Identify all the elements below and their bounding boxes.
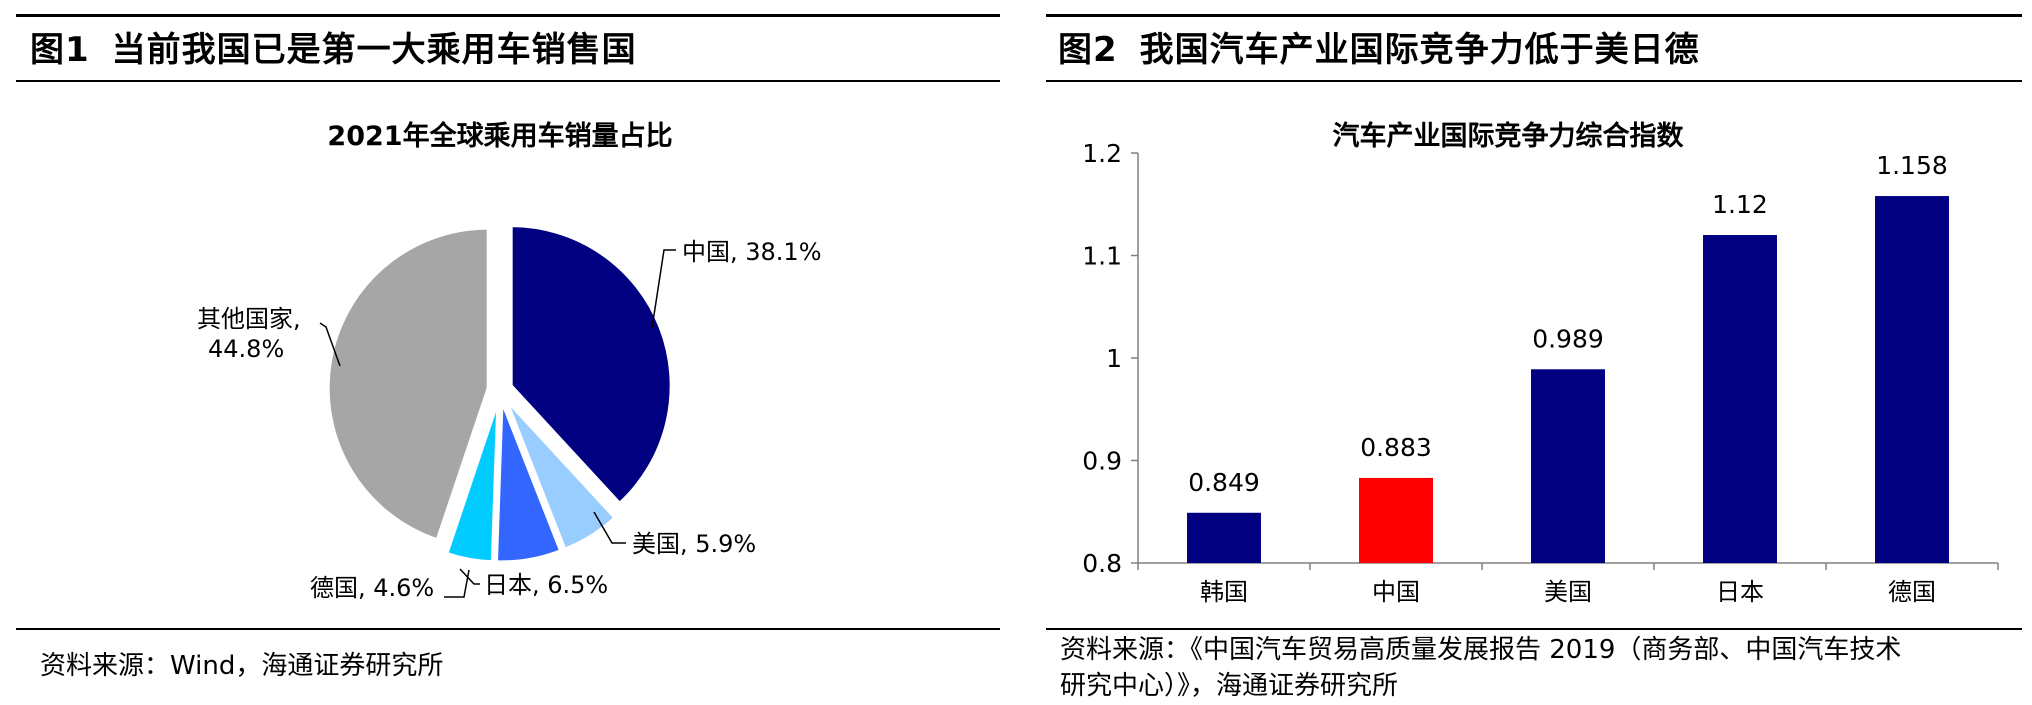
bar-value-label: 1.12 <box>1712 190 1768 219</box>
pie-slice-china <box>509 224 673 506</box>
pie-slice-japan <box>494 401 563 564</box>
bar <box>1703 235 1777 563</box>
leader-usa <box>593 511 626 544</box>
header-rule-top <box>1046 14 2022 17</box>
source-line-2: 研究中心）》，海通证券研究所 <box>1060 671 1399 701</box>
y-tick-label: 1.1 <box>1082 242 1122 271</box>
bar-value-label: 0.989 <box>1532 324 1604 353</box>
source-line-1: 资料来源：《中国汽车贸易高质量发展报告 2019（商务部、中国汽车技术 <box>1060 635 1902 665</box>
pie-label-others-name: 其他国家, <box>197 305 301 333</box>
pie-label-others-value: 44.8% <box>208 335 284 363</box>
bar-value-label: 0.883 <box>1360 433 1432 462</box>
x-category-label: 中国 <box>1372 578 1420 606</box>
y-tick-label: 0.9 <box>1082 447 1122 476</box>
bar-value-label: 0.849 <box>1188 468 1260 497</box>
leader-japan <box>459 568 480 585</box>
leader-others <box>319 322 341 367</box>
pie-slice-usa <box>504 399 618 552</box>
pie-label-usa: 美国, 5.9% <box>632 530 756 558</box>
source-note: 资料来源：Wind，海通证券研究所 <box>40 651 444 681</box>
header-rule-top <box>16 14 1000 17</box>
pie-title: 2021年全球乘用车销量占比 <box>327 120 672 152</box>
pie-slice-germany <box>445 401 500 564</box>
bar-title: 汽车产业国际竞争力综合指数 <box>1333 120 1685 152</box>
y-tick-label: 1.2 <box>1082 139 1122 168</box>
leader-china <box>651 249 676 329</box>
pie-label-germany: 德国, 4.6% <box>310 574 434 602</box>
pie-label-japan: 日本, 6.5% <box>484 571 608 599</box>
bar-chart: 汽车产业国际竞争力综合指数 0.8 0.9 1 1.1 1.2 0.849 韩国 0.883… <box>1082 120 1999 606</box>
pie-label-china: 中国, 38.1% <box>682 238 822 266</box>
header-rule-bottom <box>1046 80 2022 82</box>
figure-title: 当前我国已是第一大乘用车销售国 <box>111 30 637 70</box>
x-category-label: 美国 <box>1544 578 1592 606</box>
figure-title: 我国汽车产业国际竞争力低于美日德 <box>1139 30 1700 70</box>
panel-right: 图2 我国汽车产业国际竞争力低于美日德 汽车产业国际竞争力综合指数 0.8 0.9 1… <box>1030 0 2032 705</box>
bar-value-label: 1.158 <box>1876 151 1948 180</box>
figure-heading: 图2 我国汽车产业国际竞争力低于美日德 <box>1058 22 1700 71</box>
leader-germany <box>444 569 470 598</box>
x-category-label: 韩国 <box>1200 578 1248 606</box>
x-category-label: 德国 <box>1888 578 1936 606</box>
pie-chart: 2021年全球乘用车销量占比 中国, 38.1% 美国, 5.9% 日本, 6.… <box>197 120 822 602</box>
bar <box>1875 196 1949 564</box>
bar <box>1531 369 1605 563</box>
y-tick-label: 1 <box>1106 344 1122 373</box>
bar <box>1187 512 1261 563</box>
pie-slice-others <box>326 226 490 542</box>
figure-number: 图2 <box>1058 30 1118 70</box>
source-rule <box>1046 628 2022 630</box>
y-tick-label: 0.8 <box>1082 549 1122 578</box>
figure-heading: 图1 当前我国已是第一大乘用车销售国 <box>30 22 637 71</box>
header-rule-bottom <box>16 80 1000 82</box>
bar <box>1359 477 1433 563</box>
panel-left: 图1 当前我国已是第一大乘用车销售国 2021年全球乘用车销量占比 中国, 38.… <box>0 0 1010 705</box>
x-category-label: 日本 <box>1716 578 1764 606</box>
source-note: 资料来源：《中国汽车贸易高质量发展报告 2019（商务部、中国汽车技术 研究中心… <box>1060 632 1901 704</box>
source-rule <box>16 628 1000 630</box>
figure-number: 图1 <box>30 30 90 70</box>
